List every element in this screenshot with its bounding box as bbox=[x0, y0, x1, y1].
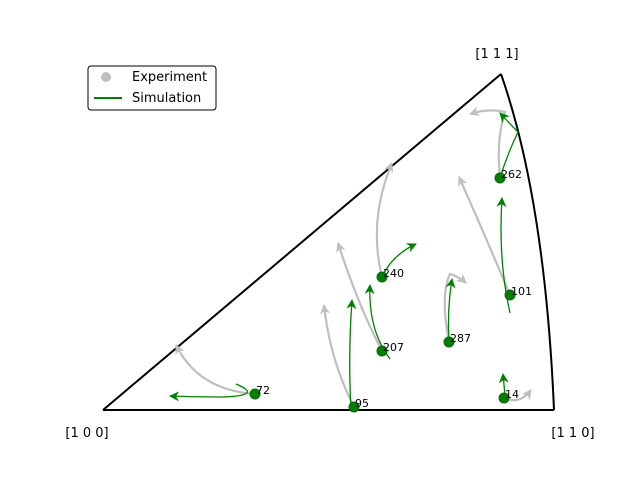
simulation-path-101 bbox=[496, 197, 511, 314]
grain-markers bbox=[249, 172, 516, 413]
experiment-path-101 bbox=[457, 176, 512, 296]
experiment-path-207 bbox=[336, 242, 383, 352]
grain-marker-240 bbox=[376, 271, 388, 283]
grain-marker-72 bbox=[249, 388, 261, 400]
grain-marker-101 bbox=[504, 289, 516, 301]
simulation-path-72 bbox=[169, 383, 248, 402]
grain-marker-287 bbox=[443, 336, 455, 348]
experiment-trajectories bbox=[175, 106, 532, 408]
experiment-path-95 bbox=[320, 304, 355, 408]
grain-label-240: 240 bbox=[383, 267, 404, 280]
grain-marker-95 bbox=[348, 401, 360, 413]
grain-label-14: 14 bbox=[505, 388, 519, 401]
stereographic-triangle bbox=[102, 73, 555, 411]
experiment-path-262 bbox=[469, 106, 507, 179]
corner-label-100: [1 0 0] bbox=[65, 426, 108, 441]
experiment-path-287 bbox=[443, 272, 467, 343]
legend: Experiment Simulation bbox=[87, 65, 217, 111]
grain-label-207: 207 bbox=[383, 341, 404, 354]
legend-simulation-label: Simulation bbox=[132, 91, 201, 106]
grain-label-101: 101 bbox=[511, 285, 532, 298]
grain-label-287: 287 bbox=[450, 332, 471, 345]
experiment-path-72 bbox=[175, 344, 256, 396]
grain-marker-207 bbox=[376, 345, 388, 357]
grain-marker-262 bbox=[494, 172, 506, 184]
legend-experiment-marker bbox=[101, 72, 111, 82]
corner-label-110: [1 1 0] bbox=[551, 426, 594, 441]
simulation-path-262 bbox=[499, 112, 519, 179]
grain-labels: 262 240 101 287 207 72 95 14 bbox=[256, 168, 532, 410]
grain-label-262: 262 bbox=[501, 168, 522, 181]
triangle-left-edge bbox=[102, 73, 502, 411]
corner-label-111: [1 1 1] bbox=[475, 47, 518, 62]
grain-label-72: 72 bbox=[256, 384, 270, 397]
legend-experiment-label: Experiment bbox=[132, 70, 207, 85]
experiment-path-240 bbox=[375, 162, 394, 278]
simulation-path-95 bbox=[346, 299, 357, 411]
grain-label-95: 95 bbox=[355, 397, 369, 410]
grain-marker-14 bbox=[498, 392, 510, 404]
triangle-arc-edge bbox=[500, 73, 555, 411]
